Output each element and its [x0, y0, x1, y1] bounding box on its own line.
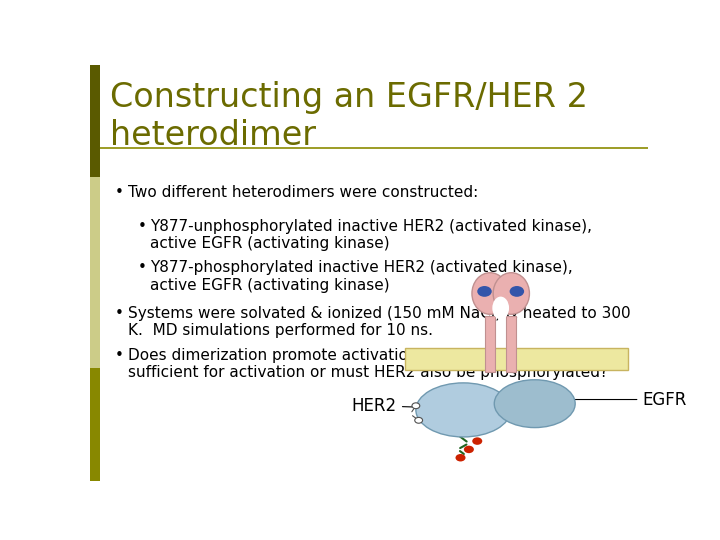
Bar [506, 316, 516, 373]
Ellipse shape [494, 380, 575, 428]
Circle shape [464, 446, 474, 453]
Ellipse shape [472, 273, 508, 314]
Circle shape [412, 403, 420, 409]
Bar [405, 348, 629, 370]
Circle shape [477, 286, 492, 297]
Bar [485, 316, 495, 373]
Text: •: • [138, 260, 146, 275]
Ellipse shape [416, 383, 510, 437]
Text: heterodimer: heterodimer [109, 119, 315, 152]
Bar [90, 177, 100, 368]
Circle shape [415, 417, 423, 423]
Text: •: • [115, 306, 124, 321]
Text: •: • [115, 185, 124, 200]
Circle shape [456, 454, 466, 462]
Text: •: • [138, 219, 146, 234]
Ellipse shape [492, 296, 509, 320]
Ellipse shape [493, 273, 529, 314]
Text: Does dimerization promote activation of HER2?  Is dimerization
sufficient for ac: Does dimerization promote activation of … [128, 348, 614, 380]
Text: Two different heterodimers were constructed:: Two different heterodimers were construc… [128, 185, 478, 200]
Circle shape [510, 286, 524, 297]
Circle shape [472, 437, 482, 445]
Bar [90, 65, 100, 177]
Text: Y877-phosphorylated inactive HER2 (activated kinase),
active EGFR (activating ki: Y877-phosphorylated inactive HER2 (activ… [150, 260, 573, 293]
Text: EGFR: EGFR [571, 390, 687, 409]
Text: Y877-unphosphorylated inactive HER2 (activated kinase),
active EGFR (activating : Y877-unphosphorylated inactive HER2 (act… [150, 219, 593, 251]
Text: Systems were solvated & ionized (150 mM NaCl) & heated to 300
K.  MD simulations: Systems were solvated & ionized (150 mM … [128, 306, 631, 339]
Text: HER2: HER2 [352, 397, 438, 415]
Text: •: • [115, 348, 124, 362]
Text: Constructing an EGFR/HER 2: Constructing an EGFR/HER 2 [109, 82, 588, 114]
Bar [90, 368, 100, 481]
